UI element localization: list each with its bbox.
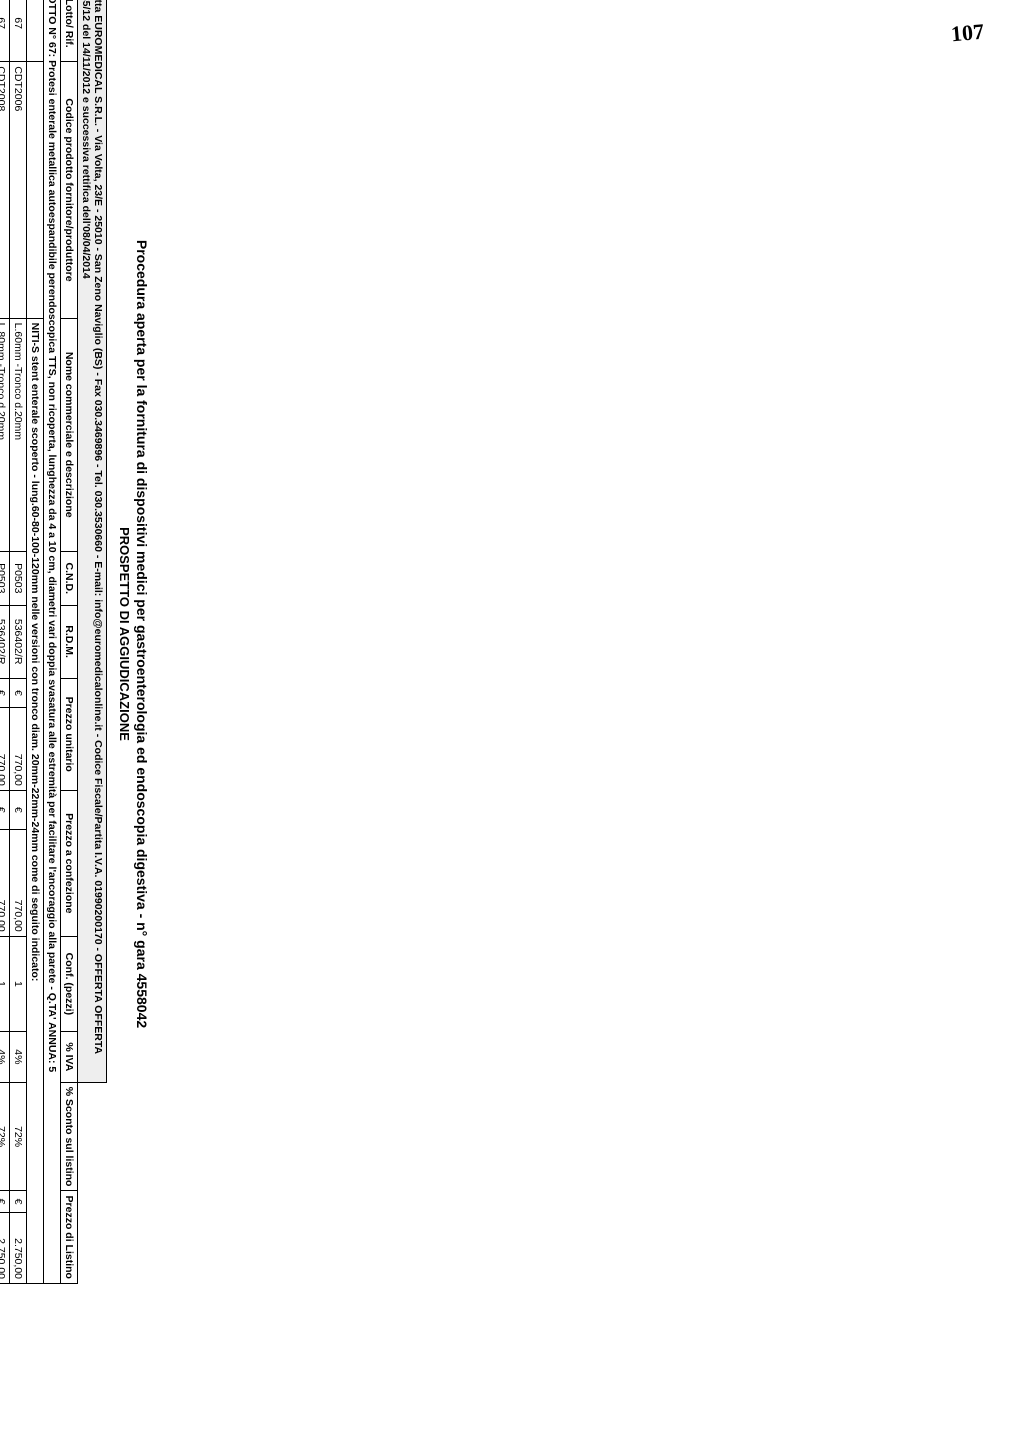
document-page: Procedura aperta per la fornitura di dis…	[0, 0, 150, 1284]
cell-euro: €	[0, 1191, 10, 1212]
main-table: Ditta EUROMEDICAL S.R.L. - Via Volta, 23…	[0, 0, 107, 1284]
col-listino: Prezzo di Listino	[61, 1191, 78, 1284]
cell-listino: 2.750,00	[0, 1212, 10, 1283]
lot67-desc: LOTTO N° 67: Protesi enterale metallica …	[44, 0, 61, 1284]
cell-euro: €	[0, 678, 10, 708]
col-conf: Conf. (pezzi)	[61, 936, 78, 1031]
lot67-desc-row: LOTTO N° 67: Protesi enterale metallica …	[44, 0, 61, 1284]
company-info: Ditta EUROMEDICAL S.R.L. - Via Volta, 23…	[78, 0, 107, 1082]
cell-sconto: 72%	[10, 1082, 27, 1191]
col-sconto: % Sconto sul listino	[61, 1082, 78, 1191]
lot67-sub-row: NITI-S stent enterale scoperto - lung.60…	[27, 0, 44, 1284]
doc-title: Procedura aperta per la fornitura di dis…	[134, 0, 150, 1284]
cell-prezzo-conf: 770,00	[0, 829, 10, 936]
cell-codice: CDT2008	[0, 62, 10, 318]
cell-euro: €	[10, 1191, 27, 1212]
cell-rdm: 536402/R	[10, 605, 27, 678]
cell-iva: 4%	[0, 1032, 10, 1083]
table-row: 67CDT2008L.80mm -Tronco d.20mmP050353640…	[0, 0, 10, 1284]
cell-lotto: 67	[10, 0, 27, 62]
doc-subtitle: PROSPETTO DI AGGIUDICAZIONE	[117, 0, 132, 1284]
col-lotto: Lotto/ Rif.	[61, 0, 78, 62]
table-row: 67CDT2006L.60mm -Tronco d.20mmP050353640…	[10, 0, 27, 1284]
cell-euro: €	[0, 790, 10, 829]
cell-listino: 2.750,00	[10, 1212, 27, 1283]
cell-euro: €	[10, 678, 27, 708]
cell-qty: 1	[10, 936, 27, 1031]
cell-cnd: P0503	[10, 551, 27, 605]
cell-sconto: 72%	[0, 1082, 10, 1191]
col-prezzo-conf: Prezzo a confezione	[61, 790, 78, 936]
lot67-sub: NITI-S stent enterale scoperto - lung.60…	[27, 318, 44, 1283]
cell-rdm: 536402/R	[0, 605, 10, 678]
col-iva: % IVA	[61, 1032, 78, 1083]
col-cnd: C.N.D.	[61, 551, 78, 605]
company-row: Ditta EUROMEDICAL S.R.L. - Via Volta, 23…	[78, 0, 107, 1284]
cell-prezzo-unit: 770,00	[0, 708, 10, 791]
cell-prezzo-unit: 770,00	[10, 708, 27, 791]
col-codice: Codice prodotto fornitore/produttore	[61, 62, 78, 318]
cell-nome: L.80mm -Tronco d.20mm	[0, 318, 10, 551]
cell-qty: 1	[0, 936, 10, 1031]
cell-euro: €	[10, 790, 27, 829]
col-nome: Nome commerciale e descrizione	[61, 318, 78, 551]
cell-codice: CDT2006	[10, 62, 27, 318]
cell-lotto: 67	[0, 0, 10, 62]
col-prezzo-unit: Prezzo unitario	[61, 678, 78, 790]
cell-iva: 4%	[10, 1032, 27, 1083]
cell-prezzo-conf: 770,00	[10, 829, 27, 936]
cell-nome: L.60mm -Tronco d.20mm	[10, 318, 27, 551]
cell-cnd: P0503	[0, 551, 10, 605]
handwritten-page-number: 107	[950, 19, 985, 48]
col-rdm: R.D.M.	[61, 605, 78, 678]
header-row: Lotto/ Rif. Codice prodotto fornitore/pr…	[61, 0, 78, 1284]
